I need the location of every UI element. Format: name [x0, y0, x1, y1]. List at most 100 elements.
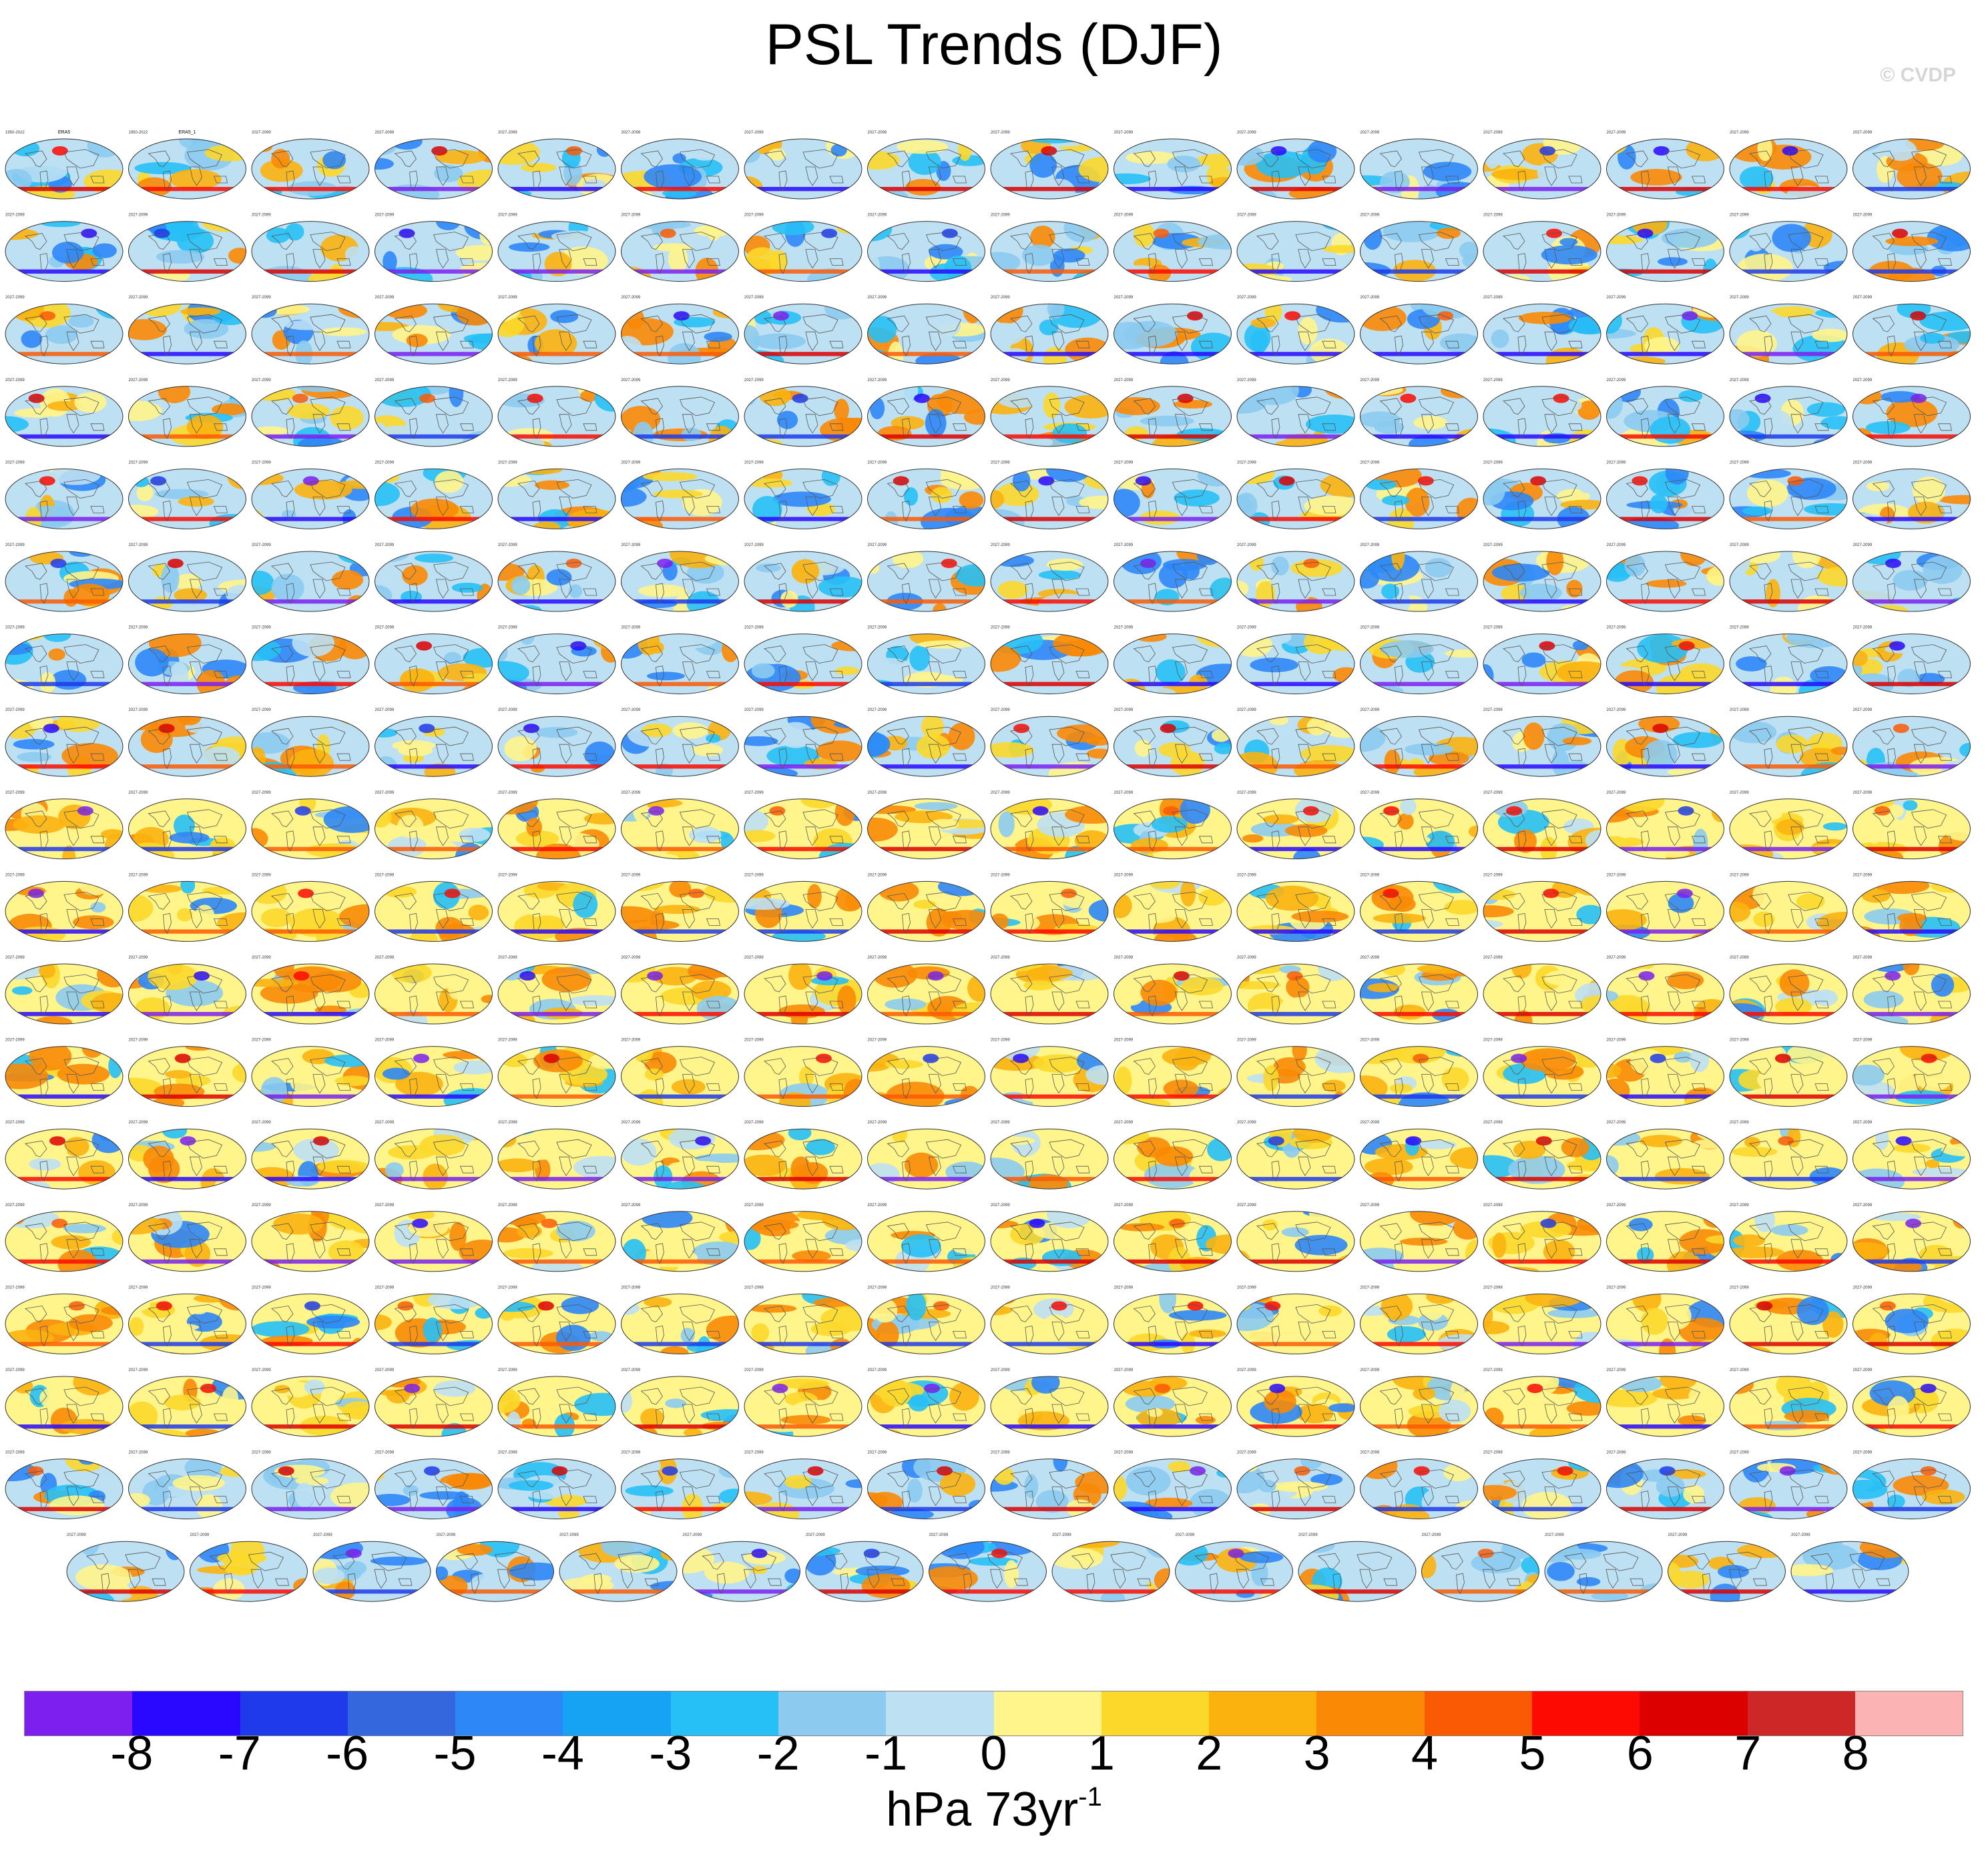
panel-years: 2027-2099	[498, 296, 517, 300]
map-panel: 2027-2099	[1483, 378, 1601, 447]
panel-years: 2027-2099	[252, 1368, 271, 1372]
panel-years: 2027-2099	[1607, 461, 1626, 465]
map-panel: 2027-2099	[251, 461, 370, 529]
map-panel: 2027-2099	[1852, 214, 1971, 282]
map-panel: 2027-2099	[867, 214, 985, 282]
panel-years: 2027-2099	[868, 1368, 887, 1372]
map-panel: 2027-2099	[1483, 626, 1601, 695]
colorbar-swatch	[132, 1691, 240, 1736]
panel-years: 2027-2099	[1730, 1039, 1749, 1043]
panel-years: 2027-2099	[868, 214, 887, 218]
panel-years: 2027-2099	[498, 378, 517, 382]
map-panel: 2027-2099	[1852, 1368, 1971, 1437]
panel-years: 2027-2099	[375, 1121, 395, 1125]
colorbar-swatch	[1101, 1691, 1210, 1736]
map-panel: 2027-2099	[1606, 791, 1724, 860]
panel-years: 2027-2099	[375, 461, 395, 465]
panel-years: 2027-2099	[1360, 378, 1380, 382]
units-label: hPa 73yr	[886, 1783, 1079, 1836]
panel-years: 2027-2099	[1483, 791, 1503, 795]
panel-years: 2027-2099	[1114, 461, 1134, 465]
map-panel: 2027-2099	[621, 626, 739, 695]
panel-years: 2027-2099	[1237, 214, 1256, 218]
colorbar-tick-label: -7	[218, 1727, 261, 1780]
map-panel: 2027-2099	[1113, 1039, 1232, 1107]
panel-years: 2027-2099	[1853, 1286, 1873, 1290]
map-panel: 2027-2099	[1729, 873, 1848, 942]
map-panel: 2027-2099	[1852, 956, 1971, 1025]
map-panel: 2027-2099	[128, 1368, 246, 1437]
panel-years: 2027-2099	[375, 791, 395, 795]
panel-years: 2027-2099	[1853, 873, 1873, 877]
map-panel: 2027-2099	[990, 1039, 1109, 1107]
panel-years: 2027-2099	[1422, 1533, 1441, 1537]
map-panel: 2027-2099	[1729, 543, 1848, 612]
panel-label: ERA5_1	[178, 130, 196, 135]
map-panel: 2027-2099	[1790, 1533, 1909, 1602]
map-panel: 2027-2099	[251, 791, 370, 860]
map-panel: 2027-2099	[1483, 1451, 1601, 1520]
map-panel: 2027-2099	[1236, 1039, 1355, 1107]
map-panel: 2027-2099	[1729, 378, 1848, 447]
panel-years: 2027-2099	[1607, 214, 1626, 218]
panel-years: 2027-2099	[129, 956, 148, 960]
map-panel: 2027-2099	[5, 461, 123, 529]
map-panel: 2027-2099	[375, 1204, 493, 1272]
map-panel: 2027-2099	[867, 296, 985, 364]
map-panel: 2027-2099	[1606, 1286, 1724, 1354]
panel-years: 2027-2099	[1360, 543, 1380, 547]
panel-years: 2027-2099	[1360, 461, 1380, 465]
cvdp-watermark: © CVDP	[1880, 64, 1956, 86]
map-panel: 2027-2099	[497, 131, 616, 200]
map-panel: 2027-2099	[497, 1286, 616, 1354]
map-panel: 2027-2099	[1360, 626, 1478, 695]
panel-years: 2027-2099	[622, 956, 641, 960]
map-panel: 2027-2099	[251, 1121, 370, 1189]
map-panel: 2027-2099	[621, 1039, 739, 1107]
panel-years: 2027-2099	[683, 1533, 702, 1537]
panel-years: 2027-2099	[1237, 1286, 1256, 1290]
map-panel: 2027-2099	[375, 626, 493, 695]
panel-years: 2027-2099	[991, 1204, 1010, 1208]
panel-years: 2027-2099	[1483, 378, 1503, 382]
map-panel: 2027-2099	[1236, 1368, 1355, 1437]
panel-years: 2027-2099	[744, 1451, 764, 1455]
panel-years: 2027-2099	[1114, 1121, 1134, 1125]
panel-years: 2027-2099	[744, 1368, 764, 1372]
panel-years: 2027-2099	[129, 1039, 148, 1043]
map-panel: 2027-2099	[1606, 214, 1724, 282]
map-panel: 2027-2099	[1113, 1204, 1232, 1272]
map-panel: 2027-2099	[251, 873, 370, 942]
map-panel: 2027-2099	[1360, 214, 1478, 282]
map-panel: 2027-2099	[375, 296, 493, 364]
panel-years: 2027-2099	[498, 873, 517, 877]
panel-years: 2027-2099	[1791, 1533, 1810, 1537]
panel-years: 2027-2099	[1607, 543, 1626, 547]
panel-years: 2027-2099	[1730, 1286, 1749, 1290]
panel-years: 2027-2099	[744, 626, 764, 630]
panel-years: 2027-2099	[1607, 378, 1626, 382]
map-panel: 2027-2099	[128, 296, 246, 364]
panel-years: 2027-2099	[1114, 1204, 1134, 1208]
map-panel: 2027-2099	[867, 791, 985, 860]
panel-years: 2027-2099	[1114, 873, 1134, 877]
panel-years: 2027-2099	[129, 873, 148, 877]
panel-years: 2027-2099	[991, 708, 1010, 712]
panel-years: 2027-2099	[1730, 1121, 1749, 1125]
panel-years: 2027-2099	[806, 1533, 825, 1537]
map-panel: 2027-2099	[621, 461, 739, 529]
map-panel: 2027-2099	[1113, 1368, 1232, 1437]
map-panel: 2027-2099	[990, 296, 1109, 364]
panel-years: 2027-2099	[375, 956, 395, 960]
panel-years: 2027-2099	[498, 1286, 517, 1290]
colorbar-tick-label: 3	[1303, 1727, 1330, 1780]
map-panel: 2027-2099	[990, 378, 1109, 447]
map-panel: 2027-2099	[5, 214, 123, 282]
map-panel: 2027-2099	[1421, 1533, 1539, 1602]
panel-years: 2027-2099	[1237, 543, 1256, 547]
map-panel: 2027-2099	[744, 1039, 862, 1107]
map-panel: 2027-2099	[128, 214, 246, 282]
panel-years: 2027-2099	[252, 1451, 271, 1455]
panel-years: 2027-2099	[1607, 1286, 1626, 1290]
panel-years: 2027-2099	[991, 461, 1010, 465]
